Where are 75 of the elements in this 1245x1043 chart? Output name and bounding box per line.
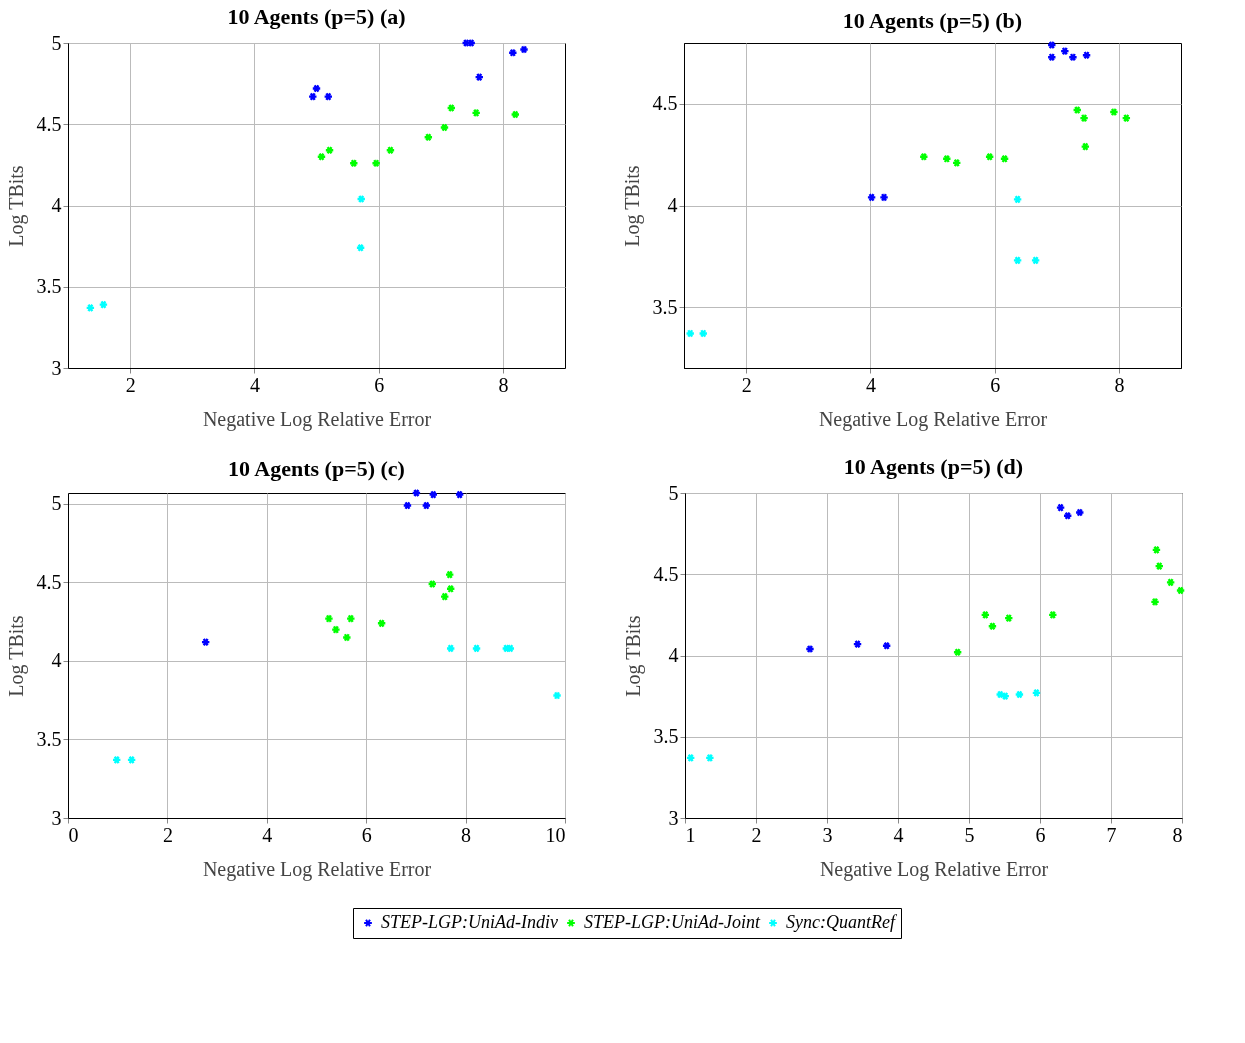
y-axis-title: Log TBits [4,165,28,247]
point [1121,113,1132,123]
point [355,243,366,253]
y-axis-title: Log TBits [4,615,28,697]
y-tick-label: 3 [51,806,62,829]
legend-label: STEP-LGP:UniAd-Joint [584,912,761,932]
point [423,132,434,142]
point [1109,107,1119,117]
x-axis-title: Negative Log Relative Error [202,857,432,881]
point [879,192,889,202]
chart-title: 10 Agents (p=5) (c) [228,455,405,481]
y-tick-label: 4.5 [653,562,679,585]
chart-title: 10 Agents (p=5) (b) [842,8,1023,34]
point [385,145,396,155]
x-tick-label: 0 [68,823,79,846]
x-tick-label: 2 [125,373,136,396]
y-tick-label: 4 [51,649,62,672]
y-tick-label: 3 [668,806,679,829]
x-tick-label: 5 [964,823,975,846]
point [85,303,96,313]
x-tick-label: 10 [545,823,566,846]
y-tick-label: 3.5 [652,295,678,318]
x-axis-title: Negative Log Relative Error [202,407,432,431]
y-tick-label: 4.5 [36,570,62,593]
x-tick-label: 6 [1035,823,1046,846]
y-tick-label: 4 [668,644,679,666]
y-tick-label: 4 [51,194,62,216]
x-tick-label: 4 [249,373,260,396]
x-tick-label: 4 [262,823,273,846]
point [1030,255,1041,265]
x-tick-label: 8 [1114,373,1125,396]
legend-label: Sync:QuantRef [786,912,898,932]
x-tick-label: 8 [498,373,509,396]
y-tick-label: 5 [51,492,62,515]
chart-title: 10 Agents (p=5) (a) [227,4,406,29]
x-tick-label: 8 [1172,823,1183,846]
y-tick-label: 4.5 [652,92,678,115]
x-axis-title: Negative Log Relative Error [818,407,1048,431]
x-tick-label: 3 [822,823,833,846]
y-tick-label: 4 [667,194,678,216]
point [439,123,450,132]
x-axis-title: Negative Log Relative Error [819,857,1049,881]
x-tick-label: 1 [685,823,696,846]
x-tick-label: 7 [1106,823,1117,846]
point [1079,113,1089,123]
x-tick-label: 4 [865,373,876,396]
x-tick-label: 6 [361,823,372,846]
point [98,300,109,310]
y-tick-label: 5 [51,31,62,54]
point [1012,195,1023,204]
legend-label: STEP-LGP:UniAd-Indiv [381,912,558,932]
x-tick-label: 2 [751,823,762,846]
x-tick-label: 6 [374,373,385,396]
point [1081,50,1092,60]
point [999,154,1010,164]
point [984,152,995,162]
y-tick-label: 3 [51,356,62,379]
y-tick-label: 4.5 [36,112,62,135]
x-tick-label: 8 [461,823,472,846]
x-tick-label: 2 [741,373,752,396]
y-axis-title: Log TBits [620,165,644,247]
x-tick-label: 2 [162,823,173,846]
point [1080,142,1091,151]
point [519,45,529,54]
y-tick-label: 5 [668,481,679,504]
y-tick-label: 3.5 [36,275,62,298]
x-tick-label: 6 [990,373,1001,396]
point [1012,255,1023,265]
y-tick-label: 3.5 [36,728,62,750]
x-tick-label: 4 [893,823,904,846]
y-axis-title: Log TBits [621,615,645,697]
chart-title: 10 Agents (p=5) (d) [843,454,1024,479]
point [866,192,877,202]
y-tick-label: 3.5 [653,725,679,748]
point [311,84,322,93]
